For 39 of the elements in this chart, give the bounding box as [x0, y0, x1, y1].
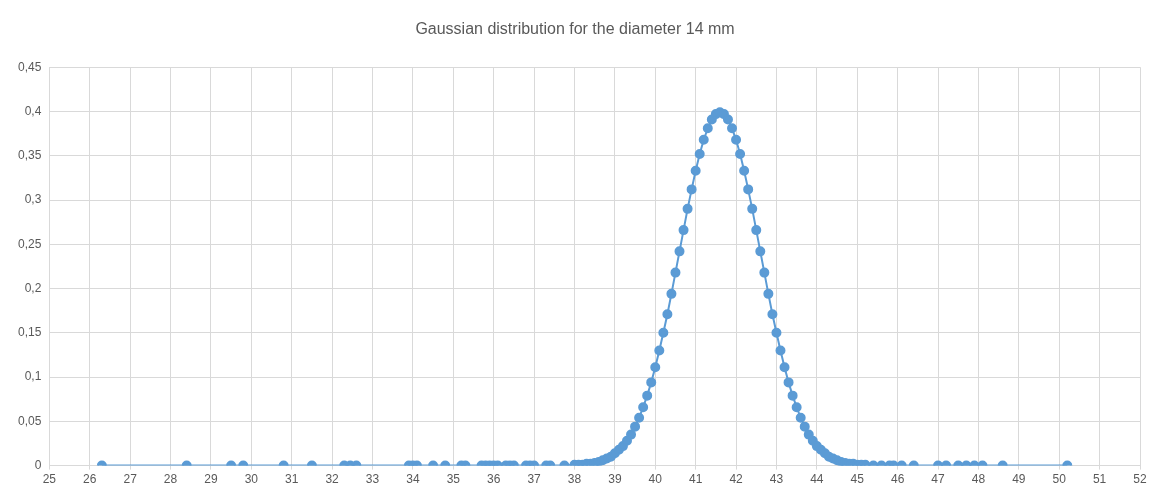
- x-tick-label: 52: [1133, 472, 1147, 487]
- x-tick-label: 38: [567, 472, 582, 487]
- x-tick-label: 42: [729, 472, 744, 487]
- y-tick-label: 0,05: [18, 413, 42, 428]
- x-tick-label: 34: [406, 472, 420, 487]
- x-tick-label: 50: [1052, 472, 1067, 487]
- x-tick-label: 28: [163, 472, 178, 487]
- y-tick-label: 0,15: [18, 325, 42, 340]
- x-tick-label: 51: [1092, 472, 1107, 487]
- x-tick-label: 30: [244, 472, 259, 487]
- x-tick-label: 46: [890, 472, 905, 487]
- x-tick-label: 27: [123, 472, 138, 487]
- x-tick-label: 40: [648, 472, 663, 487]
- x-tick-label: 44: [810, 472, 824, 487]
- x-tick-label: 39: [608, 472, 622, 487]
- y-tick-label: 0,35: [18, 148, 42, 163]
- x-tick-label: 49: [1012, 472, 1026, 487]
- x-tick-label: 26: [83, 472, 97, 487]
- x-tick-label: 36: [487, 472, 501, 487]
- y-tick-label: 0: [34, 457, 42, 472]
- x-tick-label: 37: [527, 472, 542, 487]
- y-tick-label: 0,1: [24, 369, 42, 384]
- y-tick-label: 0,3: [24, 192, 42, 207]
- x-tick-label: 35: [446, 472, 461, 487]
- x-tick-label: 43: [769, 472, 784, 487]
- y-tick-label: 0,4: [24, 103, 42, 118]
- x-tick-label: 32: [325, 472, 340, 487]
- chart-title: Gaussian distribution for the diameter 14 mm: [415, 20, 735, 38]
- x-tick-label: 47: [931, 472, 946, 487]
- x-tick-label: 33: [365, 472, 380, 487]
- y-tick-label: 0,2: [24, 280, 42, 295]
- x-tick-label: 25: [42, 472, 57, 487]
- x-tick-label: 48: [971, 472, 986, 487]
- y-tick-label: 0,45: [18, 59, 42, 74]
- y-tick-label: 0,25: [18, 236, 42, 251]
- x-tick-label: 29: [204, 472, 218, 487]
- x-tick-label: 41: [688, 472, 703, 487]
- x-tick-label: 45: [850, 472, 865, 487]
- x-tick-label: 31: [285, 472, 299, 487]
